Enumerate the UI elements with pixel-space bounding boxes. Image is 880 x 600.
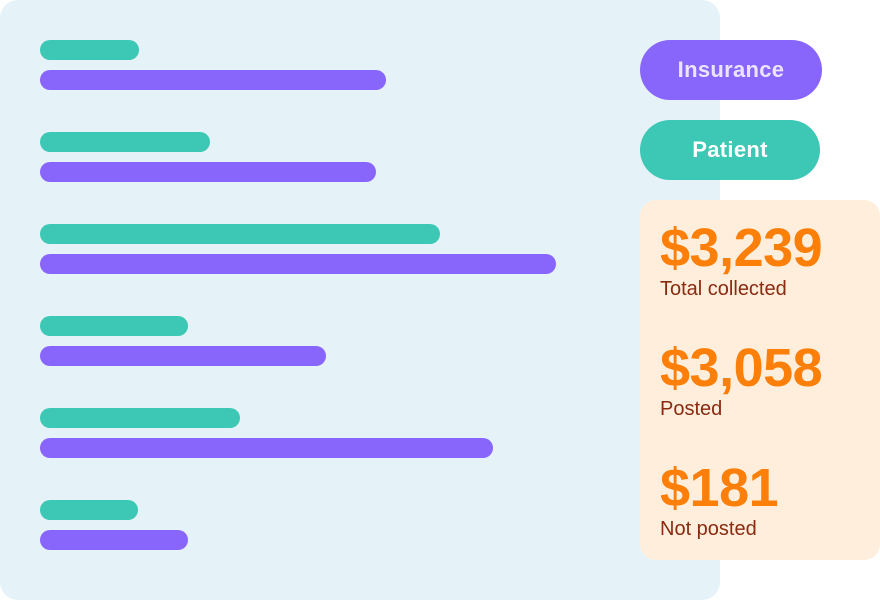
legend-insurance-label: Insurance bbox=[677, 57, 785, 82]
chart-panel bbox=[0, 0, 720, 600]
bar-insurance-1 bbox=[40, 70, 386, 90]
legend-patient-label: Patient bbox=[692, 137, 768, 162]
legend-patient-button[interactable]: Patient bbox=[640, 120, 820, 180]
stat-value: $3,058 bbox=[660, 338, 823, 398]
stat-not-posted: $181 Not posted bbox=[660, 458, 880, 578]
bar-patient-2 bbox=[40, 132, 210, 152]
bar-patient-1 bbox=[40, 40, 139, 60]
stats-card: $3,239 Total collected $3,058 Posted $18… bbox=[640, 200, 880, 560]
bar-insurance-2 bbox=[40, 162, 376, 182]
stat-label: Posted bbox=[660, 398, 723, 420]
bar-insurance-3 bbox=[40, 254, 556, 274]
bar-insurance-5 bbox=[40, 438, 493, 458]
bar-patient-3 bbox=[40, 224, 440, 244]
stat-total-collected: $3,239 Total collected bbox=[660, 218, 880, 338]
bar-chart bbox=[40, 40, 556, 550]
bar-patient-5 bbox=[40, 408, 240, 428]
bar-insurance-4 bbox=[40, 346, 326, 366]
stat-label: Total collected bbox=[660, 278, 787, 300]
bar-patient-6 bbox=[40, 500, 138, 520]
stat-value: $181 bbox=[660, 458, 779, 518]
legend-insurance-button[interactable]: Insurance bbox=[640, 40, 822, 100]
stat-value: $3,239 bbox=[660, 218, 823, 278]
bar-patient-4 bbox=[40, 316, 188, 336]
stat-posted: $3,058 Posted bbox=[660, 338, 880, 458]
bar-insurance-6 bbox=[40, 530, 188, 550]
stat-label: Not posted bbox=[660, 518, 757, 540]
